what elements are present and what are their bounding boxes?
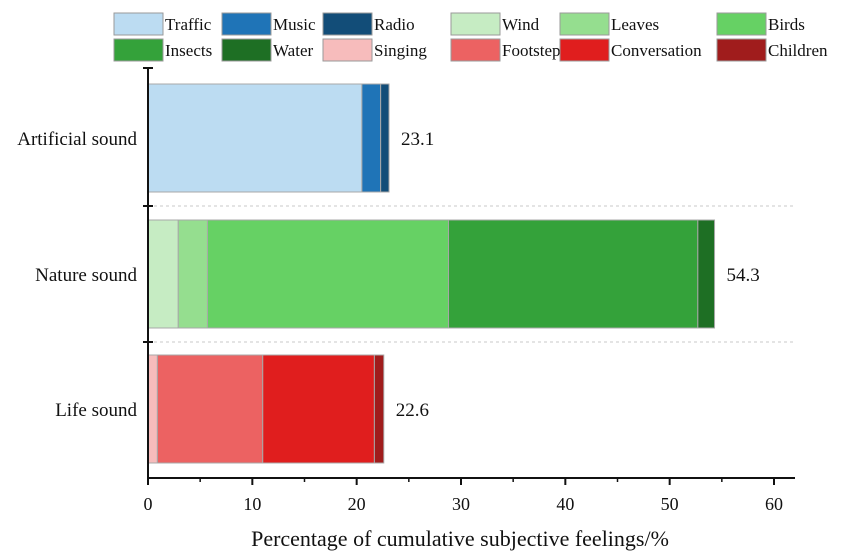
legend-item-conversation: Conversation <box>559 38 702 62</box>
legend-label-radio: Radio <box>374 15 415 34</box>
bar-total-labels: 23.1 54.3 22.6 <box>396 129 760 421</box>
legend-swatch-footsteps <box>450 38 501 62</box>
bar-segment-artificial-sound-radio <box>380 83 390 193</box>
legend-label-music: Music <box>273 15 316 34</box>
legend-item-birds: Birds <box>716 12 805 36</box>
bar-segment-life-sound-children <box>373 354 385 464</box>
legend-label-traffic: Traffic <box>165 15 212 34</box>
axes: Artificial sound Nature sound Life sound 0 1… <box>17 67 795 514</box>
legend-item-children: Children <box>716 38 828 62</box>
legend-item-water: Water <box>221 38 313 62</box>
legend-item-wind: Wind <box>450 12 540 36</box>
legend-label-insects: Insects <box>165 41 212 60</box>
x-tick-label-60: 60 <box>765 494 783 514</box>
legend-label-wind: Wind <box>502 15 540 34</box>
bar-segment-life-sound-conversation <box>262 354 375 464</box>
total-label-nature-sound: 54.3 <box>727 265 760 286</box>
x-tick-label-30: 30 <box>452 494 470 514</box>
legend-swatch-singing <box>322 38 373 62</box>
y-tick-label-life-sound: Life sound <box>55 400 137 421</box>
bar-segment-artificial-sound-traffic <box>147 83 363 193</box>
bar-segment-nature-sound-wind <box>147 219 179 329</box>
legend-item-music: Music <box>221 12 316 36</box>
total-label-artificial-sound: 23.1 <box>401 129 434 150</box>
legend-swatch-wind <box>450 12 501 36</box>
y-tick-label-artificial-sound: Artificial sound <box>17 129 137 150</box>
x-tick-label-40: 40 <box>556 494 574 514</box>
bars <box>147 83 716 464</box>
legend-swatch-insects <box>113 38 164 62</box>
y-tick-label-nature-sound: Nature sound <box>35 265 137 286</box>
bar-segment-nature-sound-birds <box>206 219 449 329</box>
legend-swatch-traffic <box>113 12 164 36</box>
x-tick-label-50: 50 <box>661 494 679 514</box>
legend-label-children: Children <box>768 41 828 60</box>
legend-item-insects: Insects <box>113 38 212 62</box>
legend-label-leaves: Leaves <box>611 15 659 34</box>
bar-segment-nature-sound-water <box>697 219 716 329</box>
bar-segment-artificial-sound-music <box>361 83 382 193</box>
bar-segment-life-sound-singing <box>147 354 158 464</box>
legend-label-birds: Birds <box>768 15 805 34</box>
legend-item-singing: Singing <box>322 38 427 62</box>
legend-swatch-conversation <box>559 38 610 62</box>
legend-swatch-leaves <box>559 12 610 36</box>
legend-item-traffic: Traffic <box>113 12 212 36</box>
x-tick-label-0: 0 <box>144 494 153 514</box>
legend-swatch-children <box>716 38 767 62</box>
legend-swatch-radio <box>322 12 373 36</box>
x-tick-label-20: 20 <box>348 494 366 514</box>
total-label-life-sound: 22.6 <box>396 400 429 421</box>
legend-item-leaves: Leaves <box>559 12 659 36</box>
bar-segment-life-sound-footsteps <box>156 354 264 464</box>
bar-segment-nature-sound-insects <box>447 219 699 329</box>
legend-item-radio: Radio <box>322 12 415 36</box>
legend-label-footsteps: Footsteps <box>502 41 567 60</box>
legend: Traffic Music Radio Wind Leaves Birds Insects W… <box>113 12 828 62</box>
legend-swatch-music <box>221 12 272 36</box>
legend-swatch-birds <box>716 12 767 36</box>
legend-label-singing: Singing <box>374 41 427 60</box>
legend-label-water: Water <box>273 41 313 60</box>
legend-label-conversation: Conversation <box>611 41 702 60</box>
legend-swatch-water <box>221 38 272 62</box>
x-tick-label-10: 10 <box>243 494 261 514</box>
bar-segment-nature-sound-leaves <box>177 219 208 329</box>
legend-item-footsteps: Footsteps <box>450 38 567 62</box>
x-axis-label: Percentage of cumulative subjective feel… <box>251 526 669 551</box>
